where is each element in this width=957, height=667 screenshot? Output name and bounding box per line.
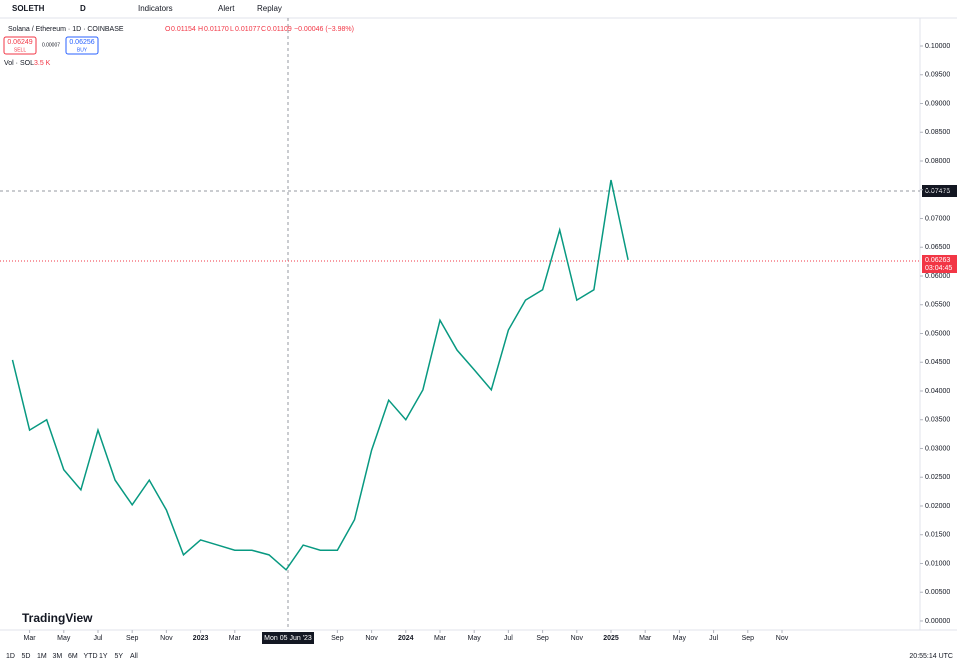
range-button[interactable]: 1Y [99, 653, 108, 660]
x-tick-label: Sep [331, 635, 344, 642]
y-tick-label: 0.09500 [925, 72, 950, 79]
legend-open: 0.01154 [171, 26, 196, 33]
x-tick-label: Nov [160, 635, 173, 642]
legend-close: 0.01109 [267, 26, 292, 33]
range-button[interactable]: YTD [84, 653, 98, 660]
x-tick-label: Mar [639, 635, 652, 642]
last-price-box [922, 255, 957, 273]
y-tick-label: 0.06000 [925, 273, 950, 280]
x-tick-label: 2025 [603, 635, 619, 642]
legend-high-label: H [198, 26, 203, 33]
y-tick-label: 0.02000 [925, 503, 950, 510]
last-price: 0.06263 [925, 257, 950, 264]
x-tick-label: 2023 [193, 635, 209, 642]
legend-low-label: L [230, 26, 234, 33]
range-button[interactable]: 1D [6, 653, 15, 660]
x-tick-label: Jul [504, 635, 513, 642]
symbol[interactable]: SOLETH [12, 4, 45, 13]
y-tick-label: 0.00500 [925, 589, 950, 596]
y-tick-label: 0.04500 [925, 359, 950, 366]
y-tick-label: 0.03500 [925, 417, 950, 424]
sell-label: SELL [14, 47, 26, 53]
range-button[interactable]: All [130, 653, 138, 660]
toolbar [0, 0, 957, 18]
crosshair-date: Mon 05 Jun '23 [264, 635, 312, 642]
buy-price: 0.06256 [69, 39, 94, 46]
legend-close-label: C [261, 26, 266, 33]
x-tick-label: Nov [776, 635, 789, 642]
x-tick-label: Sep [126, 635, 139, 642]
price-line [11, 179, 629, 571]
x-tick-label: Nov [365, 635, 378, 642]
range-button[interactable]: 3M [53, 653, 63, 660]
y-tick-label: 0.02500 [925, 474, 950, 481]
volume-label: Vol · SOL [4, 60, 34, 67]
buy-button[interactable] [65, 36, 99, 55]
replay-button[interactable]: Replay [257, 4, 282, 13]
x-tick-label: Jul [94, 635, 103, 642]
x-tick-label: 2024 [398, 635, 414, 642]
x-tick-label: Sep [536, 635, 549, 642]
y-tick-label: 0.10000 [925, 43, 950, 50]
volume-value: 3.5 K [34, 60, 51, 67]
y-tick-label: 0.07000 [925, 215, 950, 222]
x-tick-label: Jul [709, 635, 718, 642]
crosshair-price-box [922, 185, 957, 197]
range-button[interactable]: 6M [68, 653, 78, 660]
range-button[interactable]: 5D [22, 653, 31, 660]
legend-change: −0.00046 (−3.98%) [294, 26, 354, 33]
y-tick-label: 0.05500 [925, 302, 950, 309]
crosshair-date-box [262, 632, 314, 644]
y-tick-label: 0.04000 [925, 388, 950, 395]
y-tick-label: 0.08000 [925, 158, 950, 165]
range-button[interactable]: 1M [37, 653, 47, 660]
range-button[interactable]: 5Y [115, 653, 124, 660]
y-tick-label: 0.07500 [925, 187, 950, 194]
y-tick-label: 0.08500 [925, 129, 950, 136]
x-tick-label: May [468, 635, 482, 642]
legend-open-label: O [165, 26, 171, 33]
y-tick-label: 0.00000 [925, 618, 950, 625]
y-tick-label: 0.06500 [925, 244, 950, 251]
x-tick-label: May [673, 635, 687, 642]
x-tick-label: Mar [434, 635, 447, 642]
x-tick-label: Sep [742, 635, 755, 642]
alert-button[interactable]: Alert [218, 4, 235, 13]
interval[interactable]: D [80, 4, 86, 13]
buy-label: BUY [77, 47, 88, 53]
y-tick-label: 0.01500 [925, 532, 950, 539]
y-tick-label: 0.01000 [925, 560, 950, 567]
clock: 20:55:14 UTC [909, 653, 953, 660]
watermark: TradingView [22, 611, 93, 625]
legend-low: 0.01077 [235, 26, 260, 33]
y-tick-label: 0.09000 [925, 100, 950, 107]
y-tick-label: 0.05000 [925, 330, 950, 337]
x-tick-label: Nov [571, 635, 584, 642]
x-tick-label: Mar [229, 635, 242, 642]
legend-title: Solana / Ethereum · 1D · COINBASE [8, 26, 124, 33]
legend-high: 0.01170 [204, 26, 229, 33]
y-tick-label: 0.03000 [925, 445, 950, 452]
x-tick-label: Mar [24, 635, 37, 642]
crosshair-price: 0.07475 [925, 188, 950, 195]
sell-button[interactable] [3, 36, 37, 55]
x-tick-label: May [57, 635, 71, 642]
indicators-button[interactable]: Indicators [138, 4, 173, 13]
spread: 0.00007 [42, 42, 60, 48]
legend: Solana / Ethereum · 1D · COINBASE O 0.01… [3, 26, 354, 67]
sell-price: 0.06249 [7, 39, 32, 46]
countdown: 03:04:45 [925, 265, 952, 272]
